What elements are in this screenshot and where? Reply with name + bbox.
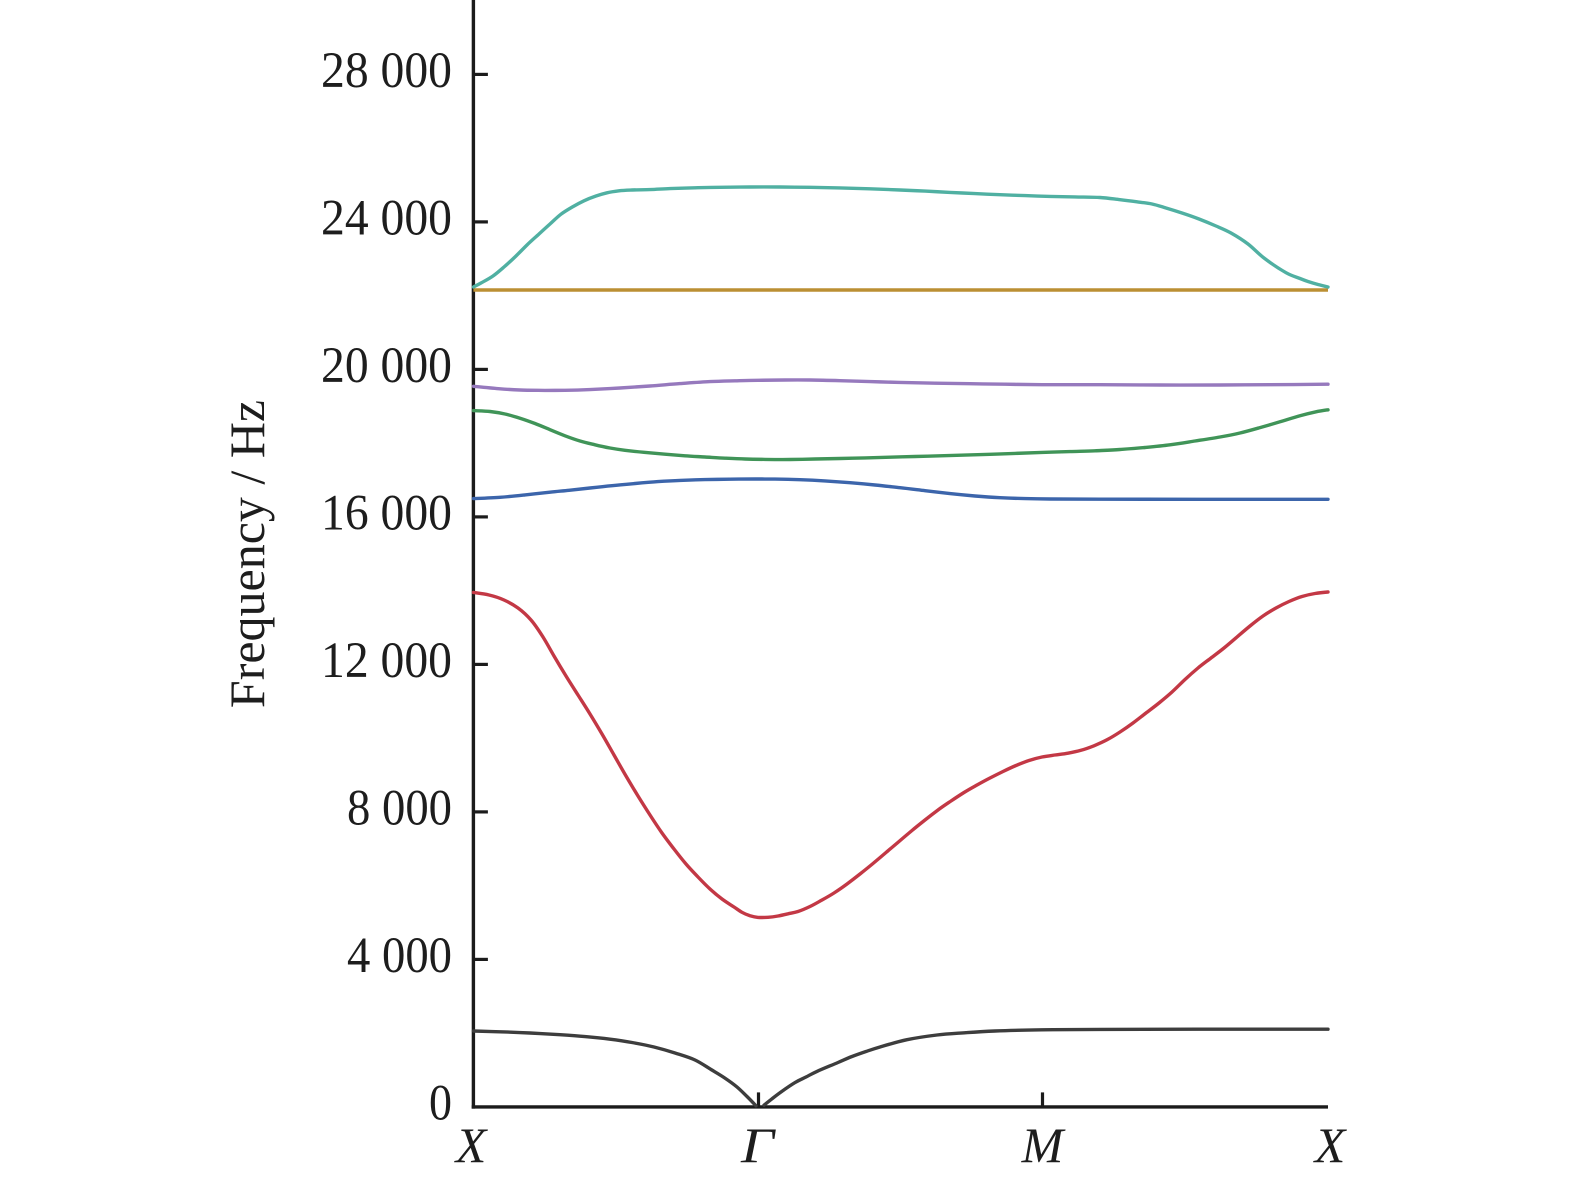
svg-text:4 000: 4 000 [347, 927, 452, 983]
svg-text:Γ: Γ [740, 1117, 777, 1173]
svg-text:24 000: 24 000 [321, 189, 452, 245]
svg-text:8 000: 8 000 [347, 779, 452, 835]
svg-text:M: M [1021, 1117, 1066, 1173]
svg-text:Frequency / Hz: Frequency / Hz [219, 400, 275, 708]
svg-text:0: 0 [429, 1074, 452, 1130]
svg-text:X: X [454, 1117, 489, 1173]
svg-text:X: X [1313, 1117, 1348, 1173]
svg-text:12 000: 12 000 [321, 632, 452, 688]
svg-text:20 000: 20 000 [321, 337, 452, 393]
svg-text:28 000: 28 000 [321, 42, 452, 98]
svg-text:16 000: 16 000 [321, 484, 452, 540]
